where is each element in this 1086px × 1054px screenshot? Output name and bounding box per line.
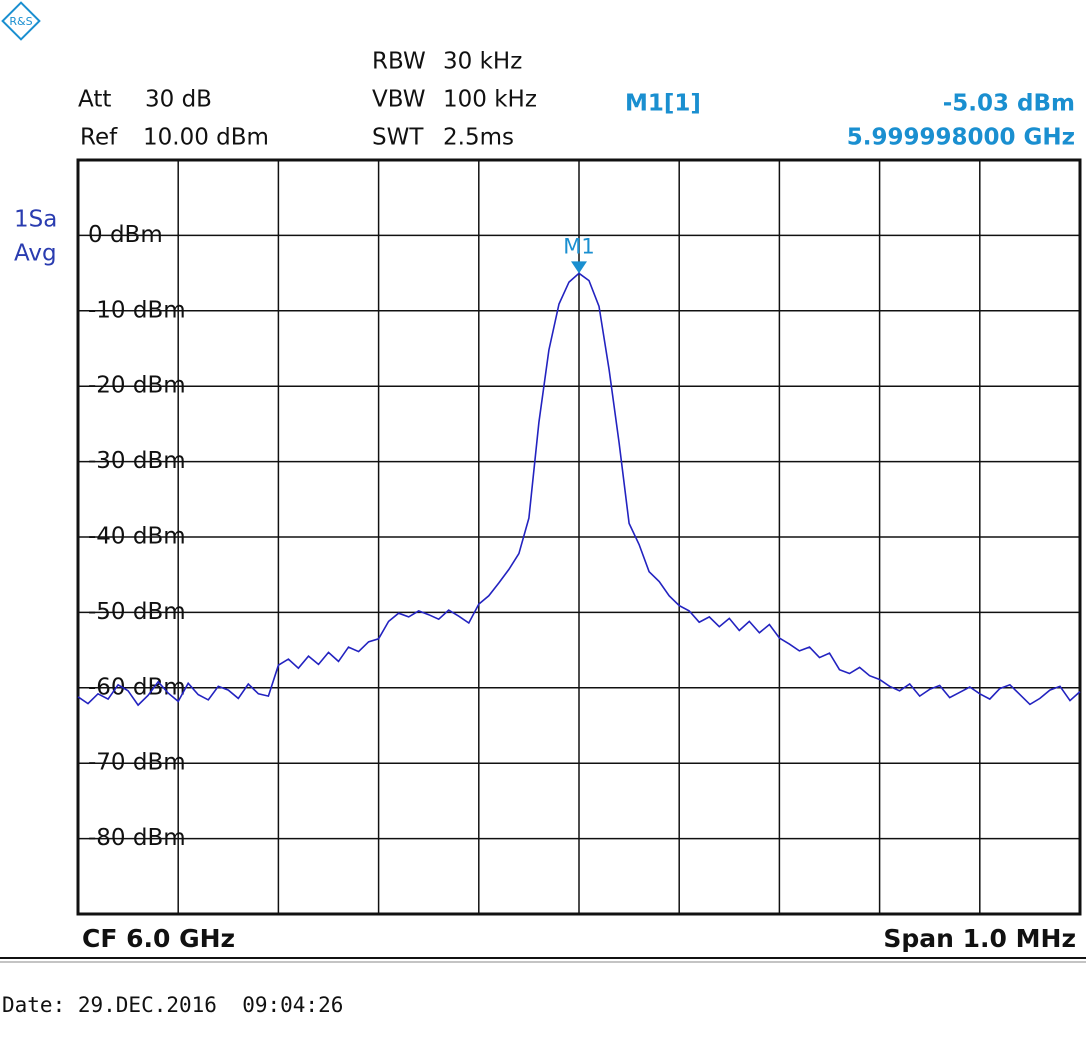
setting-label: Att xyxy=(78,87,111,113)
trace-mode: 1Sa xyxy=(14,207,57,233)
marker-frequency: 5.999998000 GHz xyxy=(847,125,1075,151)
y-tick-label: -80 dBm xyxy=(88,825,186,851)
plot-frame xyxy=(76,158,1082,916)
y-tick-label: -60 dBm xyxy=(88,674,186,700)
logo: R&S xyxy=(1,1,41,41)
y-tick-label: -10 dBm xyxy=(88,297,186,323)
setting-value: 10.00 dBm xyxy=(143,125,269,151)
date: Date: 29.DEC.2016 09:04:26 xyxy=(2,993,343,1017)
trace-mode: Avg xyxy=(14,241,57,267)
bandwidth-value: 2.5ms xyxy=(443,125,514,151)
svg-text:R&S: R&S xyxy=(9,15,32,28)
plot: 0 dBm -10 dBm -20 dBm -30 dBm -40 dBm -50 dBm… xyxy=(76,158,1082,916)
setting-label: Ref xyxy=(80,125,118,151)
marker-value: -5.03 dBm xyxy=(943,91,1075,117)
y-tick-label: -70 dBm xyxy=(88,750,186,776)
y-tick-label: -20 dBm xyxy=(88,373,186,399)
marker-legend: M1[1] xyxy=(625,91,701,117)
bandwidth-value: 30 kHz xyxy=(443,49,522,75)
y-tick-label: 0 dBm xyxy=(88,222,163,248)
bandwidth-label: VBW xyxy=(372,87,425,113)
bandwidth-label: RBW xyxy=(372,49,426,75)
bandwidth-value: 100 kHz xyxy=(443,87,537,113)
y-tick-label: -30 dBm xyxy=(88,448,186,474)
setting-value: 30 dB xyxy=(145,87,212,113)
y-tick-label: -50 dBm xyxy=(88,599,186,625)
y-tick-label: -40 dBm xyxy=(88,524,186,550)
center-frequency: CF 6.0 GHz xyxy=(82,924,235,953)
marker-label: M1 xyxy=(563,234,594,258)
span: Span 1.0 MHz xyxy=(883,924,1076,953)
bandwidth-label: SWT xyxy=(372,125,424,151)
marker xyxy=(571,261,587,274)
